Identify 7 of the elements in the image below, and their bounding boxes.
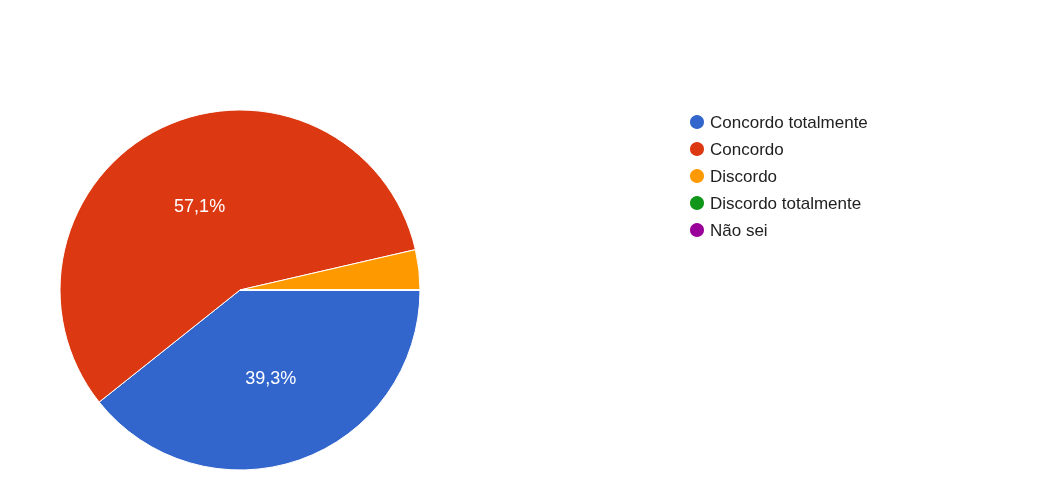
legend-label: Não sei [710,220,768,240]
legend-label: Discordo [710,166,778,186]
data-label: 39,3% [245,367,297,388]
data-label: 57,1% [174,196,226,217]
legend-label: Discordo totalmente [710,193,862,213]
legend-label: Concordo totalmente [710,112,868,132]
legend-label: Concordo [710,139,784,159]
